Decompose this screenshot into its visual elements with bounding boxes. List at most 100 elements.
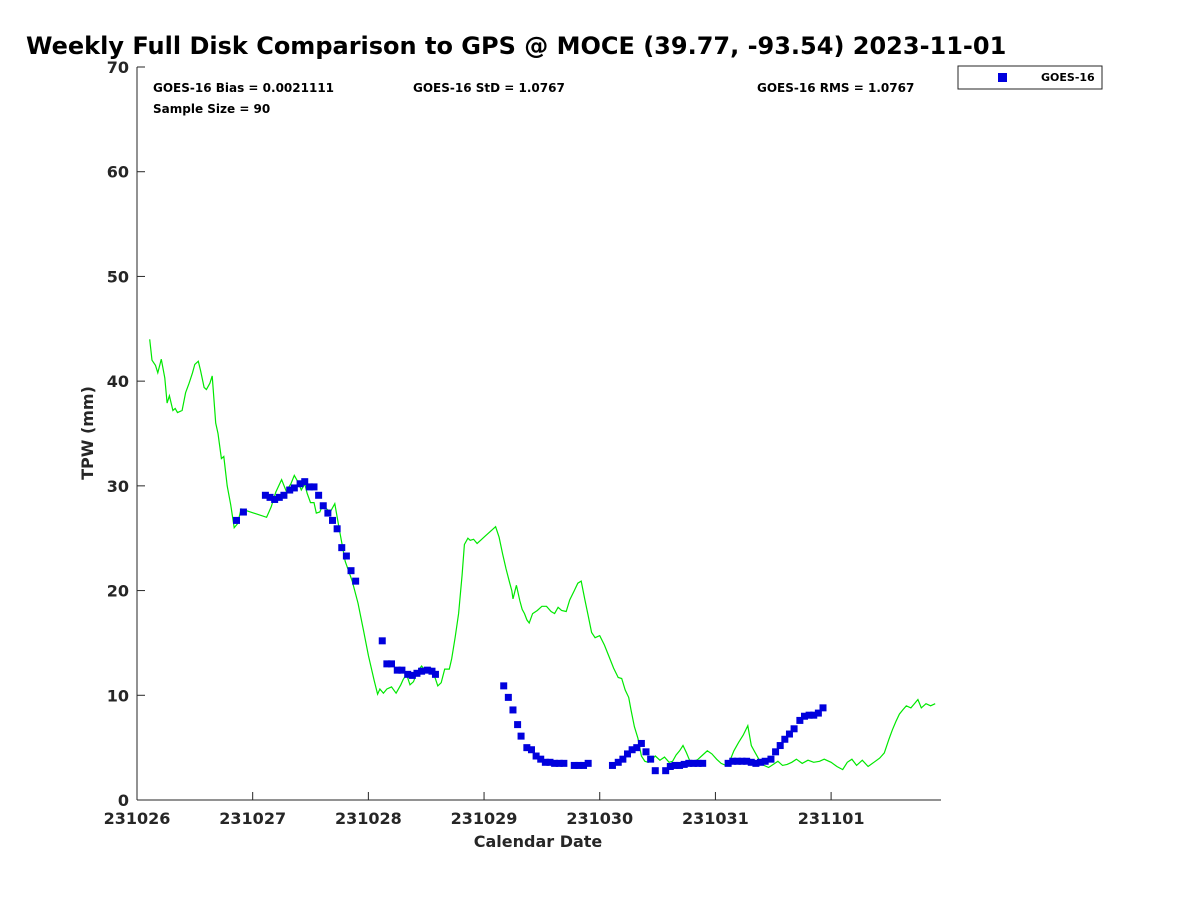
legend-label-goes-16: GOES-16	[1041, 71, 1095, 84]
legend-box	[957, 65, 1103, 90]
data-point-goes-16	[333, 525, 341, 533]
data-point-goes-16	[776, 742, 784, 750]
data-point-goes-16	[619, 755, 627, 763]
data-point-goes-16	[378, 637, 386, 645]
data-point-goes-16	[628, 746, 636, 754]
data-point-goes-16	[280, 491, 288, 499]
bias-stat: GOES-16 Bias = 0.0021111	[153, 81, 334, 95]
data-point-goes-16	[800, 712, 808, 720]
x-tick-label: 231029	[451, 809, 518, 828]
y-tick-label: 60	[107, 163, 129, 182]
data-point-goes-16	[671, 761, 679, 769]
data-point-goes-16	[517, 732, 525, 740]
data-point-goes-16	[305, 483, 313, 491]
data-point-goes-16	[733, 757, 741, 765]
data-point-goes-16	[580, 761, 588, 769]
series-layer	[149, 339, 936, 775]
series-line-gps	[149, 339, 936, 771]
data-point-goes-16	[232, 516, 240, 524]
data-point-goes-16	[509, 706, 517, 714]
data-point-goes-16	[570, 761, 578, 769]
data-point-goes-16	[266, 493, 274, 501]
y-tick-label: 70	[107, 58, 129, 77]
data-point-goes-16	[315, 491, 323, 499]
x-tick-label: 231031	[682, 809, 749, 828]
legend-marker-goes-16	[998, 73, 1007, 82]
data-point-goes-16	[352, 577, 360, 585]
x-tick-label: 231027	[219, 809, 286, 828]
data-point-goes-16	[623, 750, 631, 758]
sample-size-stat: Sample Size = 90	[153, 102, 270, 116]
x-tick-label: 231101	[798, 809, 865, 828]
data-point-goes-16	[796, 716, 804, 724]
data-point-goes-16	[767, 755, 775, 763]
data-point-goes-16	[633, 744, 641, 752]
data-point-goes-16	[393, 666, 401, 674]
data-point-goes-16	[666, 762, 674, 770]
y-tick-label: 30	[107, 477, 129, 496]
data-point-goes-16	[296, 480, 304, 488]
x-tick-label: 231026	[104, 809, 171, 828]
data-point-goes-16	[546, 758, 554, 766]
data-point-goes-16	[338, 544, 346, 552]
data-point-goes-16	[310, 483, 318, 491]
data-point-goes-16	[584, 759, 592, 767]
data-point-goes-16	[790, 725, 798, 733]
data-point-goes-16	[408, 671, 416, 679]
data-point-goes-16	[662, 767, 670, 775]
data-point-goes-16	[271, 495, 279, 503]
data-point-goes-16	[383, 660, 391, 668]
x-axis: 231026 231027 231028 231029 231030 231031 2311…	[104, 792, 865, 828]
data-point-goes-16	[689, 759, 697, 767]
data-point-goes-16	[575, 761, 583, 769]
data-point-goes-16	[423, 666, 431, 674]
data-point-goes-16	[614, 758, 622, 766]
data-point-goes-16	[747, 758, 755, 766]
data-point-goes-16	[680, 760, 688, 768]
data-point-goes-16	[500, 682, 508, 690]
data-point-goes-16	[404, 670, 412, 678]
stats-annotations: GOES-16 Bias = 0.0021111 GOES-16 StD = 1…	[153, 81, 914, 116]
data-point-goes-16	[814, 709, 822, 717]
x-tick-label: 231030	[566, 809, 633, 828]
x-tick-label: 231028	[335, 809, 402, 828]
data-point-goes-16	[757, 758, 765, 766]
data-point-goes-16	[286, 486, 294, 494]
data-point-goes-16	[537, 755, 545, 763]
data-point-goes-16	[329, 516, 337, 524]
x-axis-label: Calendar Date	[474, 832, 603, 851]
data-point-goes-16	[805, 711, 813, 719]
data-point-goes-16	[676, 761, 684, 769]
data-point-goes-16	[685, 759, 693, 767]
data-point-goes-16	[647, 755, 655, 763]
data-point-goes-16	[781, 735, 789, 743]
data-point-goes-16	[642, 748, 650, 756]
data-point-goes-16	[724, 759, 732, 767]
data-point-goes-16	[699, 759, 707, 767]
rms-stat: GOES-16 RMS = 1.0767	[757, 81, 914, 95]
data-point-goes-16	[324, 509, 332, 517]
data-point-goes-16	[532, 752, 540, 760]
plot-area: 0 10 20 30 40 50 60 70 231026 231027 231028 231029…	[104, 58, 941, 828]
data-point-goes-16	[541, 758, 549, 766]
data-point-goes-16	[319, 502, 327, 510]
data-point-goes-16	[301, 478, 309, 486]
data-point-goes-16	[413, 669, 421, 677]
y-tick-label: 10	[107, 686, 129, 705]
data-point-goes-16	[555, 759, 563, 767]
data-point-goes-16	[239, 508, 247, 516]
data-point-goes-16	[743, 757, 751, 765]
data-point-goes-16	[560, 759, 568, 767]
data-point-goes-16	[608, 761, 616, 769]
data-point-goes-16	[347, 567, 355, 575]
data-point-goes-16	[551, 759, 559, 767]
std-stat: GOES-16 StD = 1.0767	[413, 81, 565, 95]
chart-title: Weekly Full Disk Comparison to GPS @ MOC…	[26, 32, 1006, 60]
data-point-goes-16	[431, 670, 439, 678]
y-axis-label: TPW (mm)	[78, 386, 97, 480]
data-point-goes-16	[637, 739, 645, 747]
y-axis: 0 10 20 30 40 50 60 70	[107, 58, 145, 810]
data-point-goes-16	[819, 704, 827, 712]
data-point-goes-16	[290, 484, 298, 492]
